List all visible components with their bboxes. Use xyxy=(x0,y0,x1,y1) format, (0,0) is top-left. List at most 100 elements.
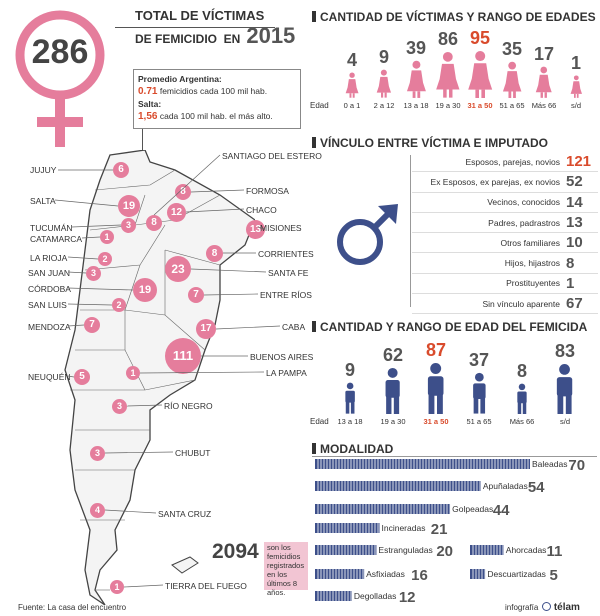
vinculo-value: 10 xyxy=(566,234,583,252)
femicida-age-axis-label: Edad xyxy=(310,417,329,426)
age-category-label: 31 a 50 xyxy=(467,101,493,110)
province-label: SANTA FE xyxy=(268,268,309,278)
woman-figure-icon xyxy=(558,75,594,98)
vinculo-label: Hijos, hijastros xyxy=(504,258,560,269)
woman-figure-icon xyxy=(462,50,498,98)
vinculo-value: 13 xyxy=(566,214,583,232)
man-figure-icon xyxy=(332,382,368,414)
vinculo-row: Vecinos, conocidos 14 xyxy=(412,193,598,213)
age-column: 83 s/d xyxy=(547,340,583,429)
province-label: CATAMARCA xyxy=(30,234,83,244)
province-value-circle: 3 xyxy=(86,266,101,281)
age-column: 9 2 a 12 xyxy=(366,28,402,113)
victims-age-axis-label: Edad xyxy=(310,101,329,110)
modalidad-category-label: Descuartizadas xyxy=(487,569,546,579)
title-underline xyxy=(115,27,275,28)
vinculo-label: Esposos, parejas, novios xyxy=(465,156,561,167)
province-value-circle: 17 xyxy=(196,319,216,339)
age-value-label: 39 xyxy=(405,38,427,59)
age-value-label: 37 xyxy=(468,350,490,371)
modalidad-bar-group: Apuñaladas xyxy=(315,481,528,491)
province-value-circle: 2 xyxy=(98,252,112,266)
salta-value: 1,56 xyxy=(138,111,158,122)
age-category-label: 0 a 1 xyxy=(343,101,361,110)
age-column: 1 s/d xyxy=(558,28,594,113)
woman-figure-icon xyxy=(334,72,370,98)
province-value-circle: 1 xyxy=(100,230,114,244)
modalidad-bar-group: Asfixiadas xyxy=(315,569,405,579)
province-label: SANTA CRUZ xyxy=(158,509,212,519)
age-category-label: 19 a 30 xyxy=(435,101,461,110)
modalidad-category-label: Ahorcadas xyxy=(506,545,547,555)
modalidad-value-label: 12 xyxy=(399,589,416,606)
province-label: CABA xyxy=(282,322,306,332)
vinculo-label: Sin vínculo aparente xyxy=(482,298,561,309)
tierra-del-fuego-island xyxy=(170,555,200,580)
province-value-circle: 6 xyxy=(113,162,129,178)
telam-logo-icon xyxy=(541,602,551,611)
age-category-label: s/d xyxy=(559,417,570,426)
total-8-years-text: son los femicidios registrados en los úl… xyxy=(264,542,308,597)
age-column: 39 13 a 18 xyxy=(398,28,434,113)
credit: infografía télam xyxy=(505,602,580,613)
age-column: 86 19 a 30 xyxy=(430,28,466,113)
total-8-years-box: 2094 son los femicidios registrados en l… xyxy=(212,540,308,597)
province-label: CHACO xyxy=(246,205,277,215)
modalidad-title: MODALIDAD xyxy=(312,442,393,456)
modalidad-value-label: 11 xyxy=(546,543,562,560)
province-value-circle: 111 xyxy=(165,338,201,374)
woman-figure-icon xyxy=(366,69,402,98)
modalidad-bar-group: Incineradas xyxy=(315,523,425,533)
promedio-pointer xyxy=(142,129,143,157)
modalidad-bar xyxy=(315,569,365,579)
province-value-circle: 1 xyxy=(126,366,140,380)
age-value-label: 62 xyxy=(382,344,404,365)
man-figure-icon xyxy=(375,367,411,414)
modalidad-value-label: 44 xyxy=(493,502,510,519)
age-category-label: 31 a 50 xyxy=(423,417,449,426)
age-category-label: 51 a 65 xyxy=(499,101,525,110)
woman-figure-icon xyxy=(526,66,562,98)
femicida-age-title: CANTIDAD Y RANGO DE EDAD DEL FEMICIDA xyxy=(312,320,587,334)
woman-figure-icon xyxy=(430,51,466,98)
age-category-label: 51 a 65 xyxy=(466,417,492,426)
modalidad-value-label: 16 xyxy=(411,567,428,584)
province-value-circle: 1 xyxy=(110,580,124,594)
modalidad-bar xyxy=(315,545,377,555)
modalidad-category-label: Baleadas xyxy=(532,459,567,469)
vinculo-value: 8 xyxy=(566,254,575,272)
total-8-years-number: 2094 xyxy=(212,540,259,563)
age-value-label: 83 xyxy=(554,340,576,361)
modalidad-value-label: 5 xyxy=(550,567,558,584)
modalidad-bar xyxy=(315,591,352,601)
modalidad-bar xyxy=(315,504,451,514)
vinculo-title: VÍNCULO ENTRE VÍCTIMA E IMPUTADO xyxy=(312,136,548,150)
modalidad-bar-group: Estranguladas xyxy=(315,545,433,555)
vinculo-label: Prostituyentes xyxy=(506,278,560,289)
source-note: Fuente: La casa del encuentro xyxy=(18,603,127,612)
modalidad-bar xyxy=(315,459,530,469)
province-label: SAN LUIS xyxy=(28,300,67,310)
province-value-circle: 12 xyxy=(167,203,186,222)
promedio-arg-value: 0.71 xyxy=(138,86,158,97)
province-label: MISIONES xyxy=(260,223,302,233)
province-value-circle: 23 xyxy=(165,256,191,282)
age-value-label: 35 xyxy=(501,39,523,59)
total-victims-number: 286 xyxy=(31,33,89,71)
age-category-label: 2 a 12 xyxy=(373,101,395,110)
vinculo-value: 1 xyxy=(566,274,575,292)
vinculo-row: Esposos, parejas, novios 121 xyxy=(412,152,598,173)
province-value-circle: 3 xyxy=(90,446,105,461)
age-column: 17 Más 66 xyxy=(526,28,562,113)
province-label: SAN JUAN xyxy=(28,268,71,278)
province-label: TIERRA DEL FUEGO xyxy=(165,581,247,591)
age-value-label: 8 xyxy=(516,360,527,381)
age-value-label: 87 xyxy=(425,340,447,360)
province-label: LA RIOJA xyxy=(30,253,68,263)
vinculo-row: Otros familiares 10 xyxy=(412,233,598,254)
province-label: MENDOZA xyxy=(28,322,71,332)
vinculo-value: 14 xyxy=(566,193,583,211)
vinculo-value: 121 xyxy=(566,153,592,171)
province-label: SANTIAGO DEL ESTERO xyxy=(222,151,322,161)
province-value-circle: 8 xyxy=(175,184,191,200)
